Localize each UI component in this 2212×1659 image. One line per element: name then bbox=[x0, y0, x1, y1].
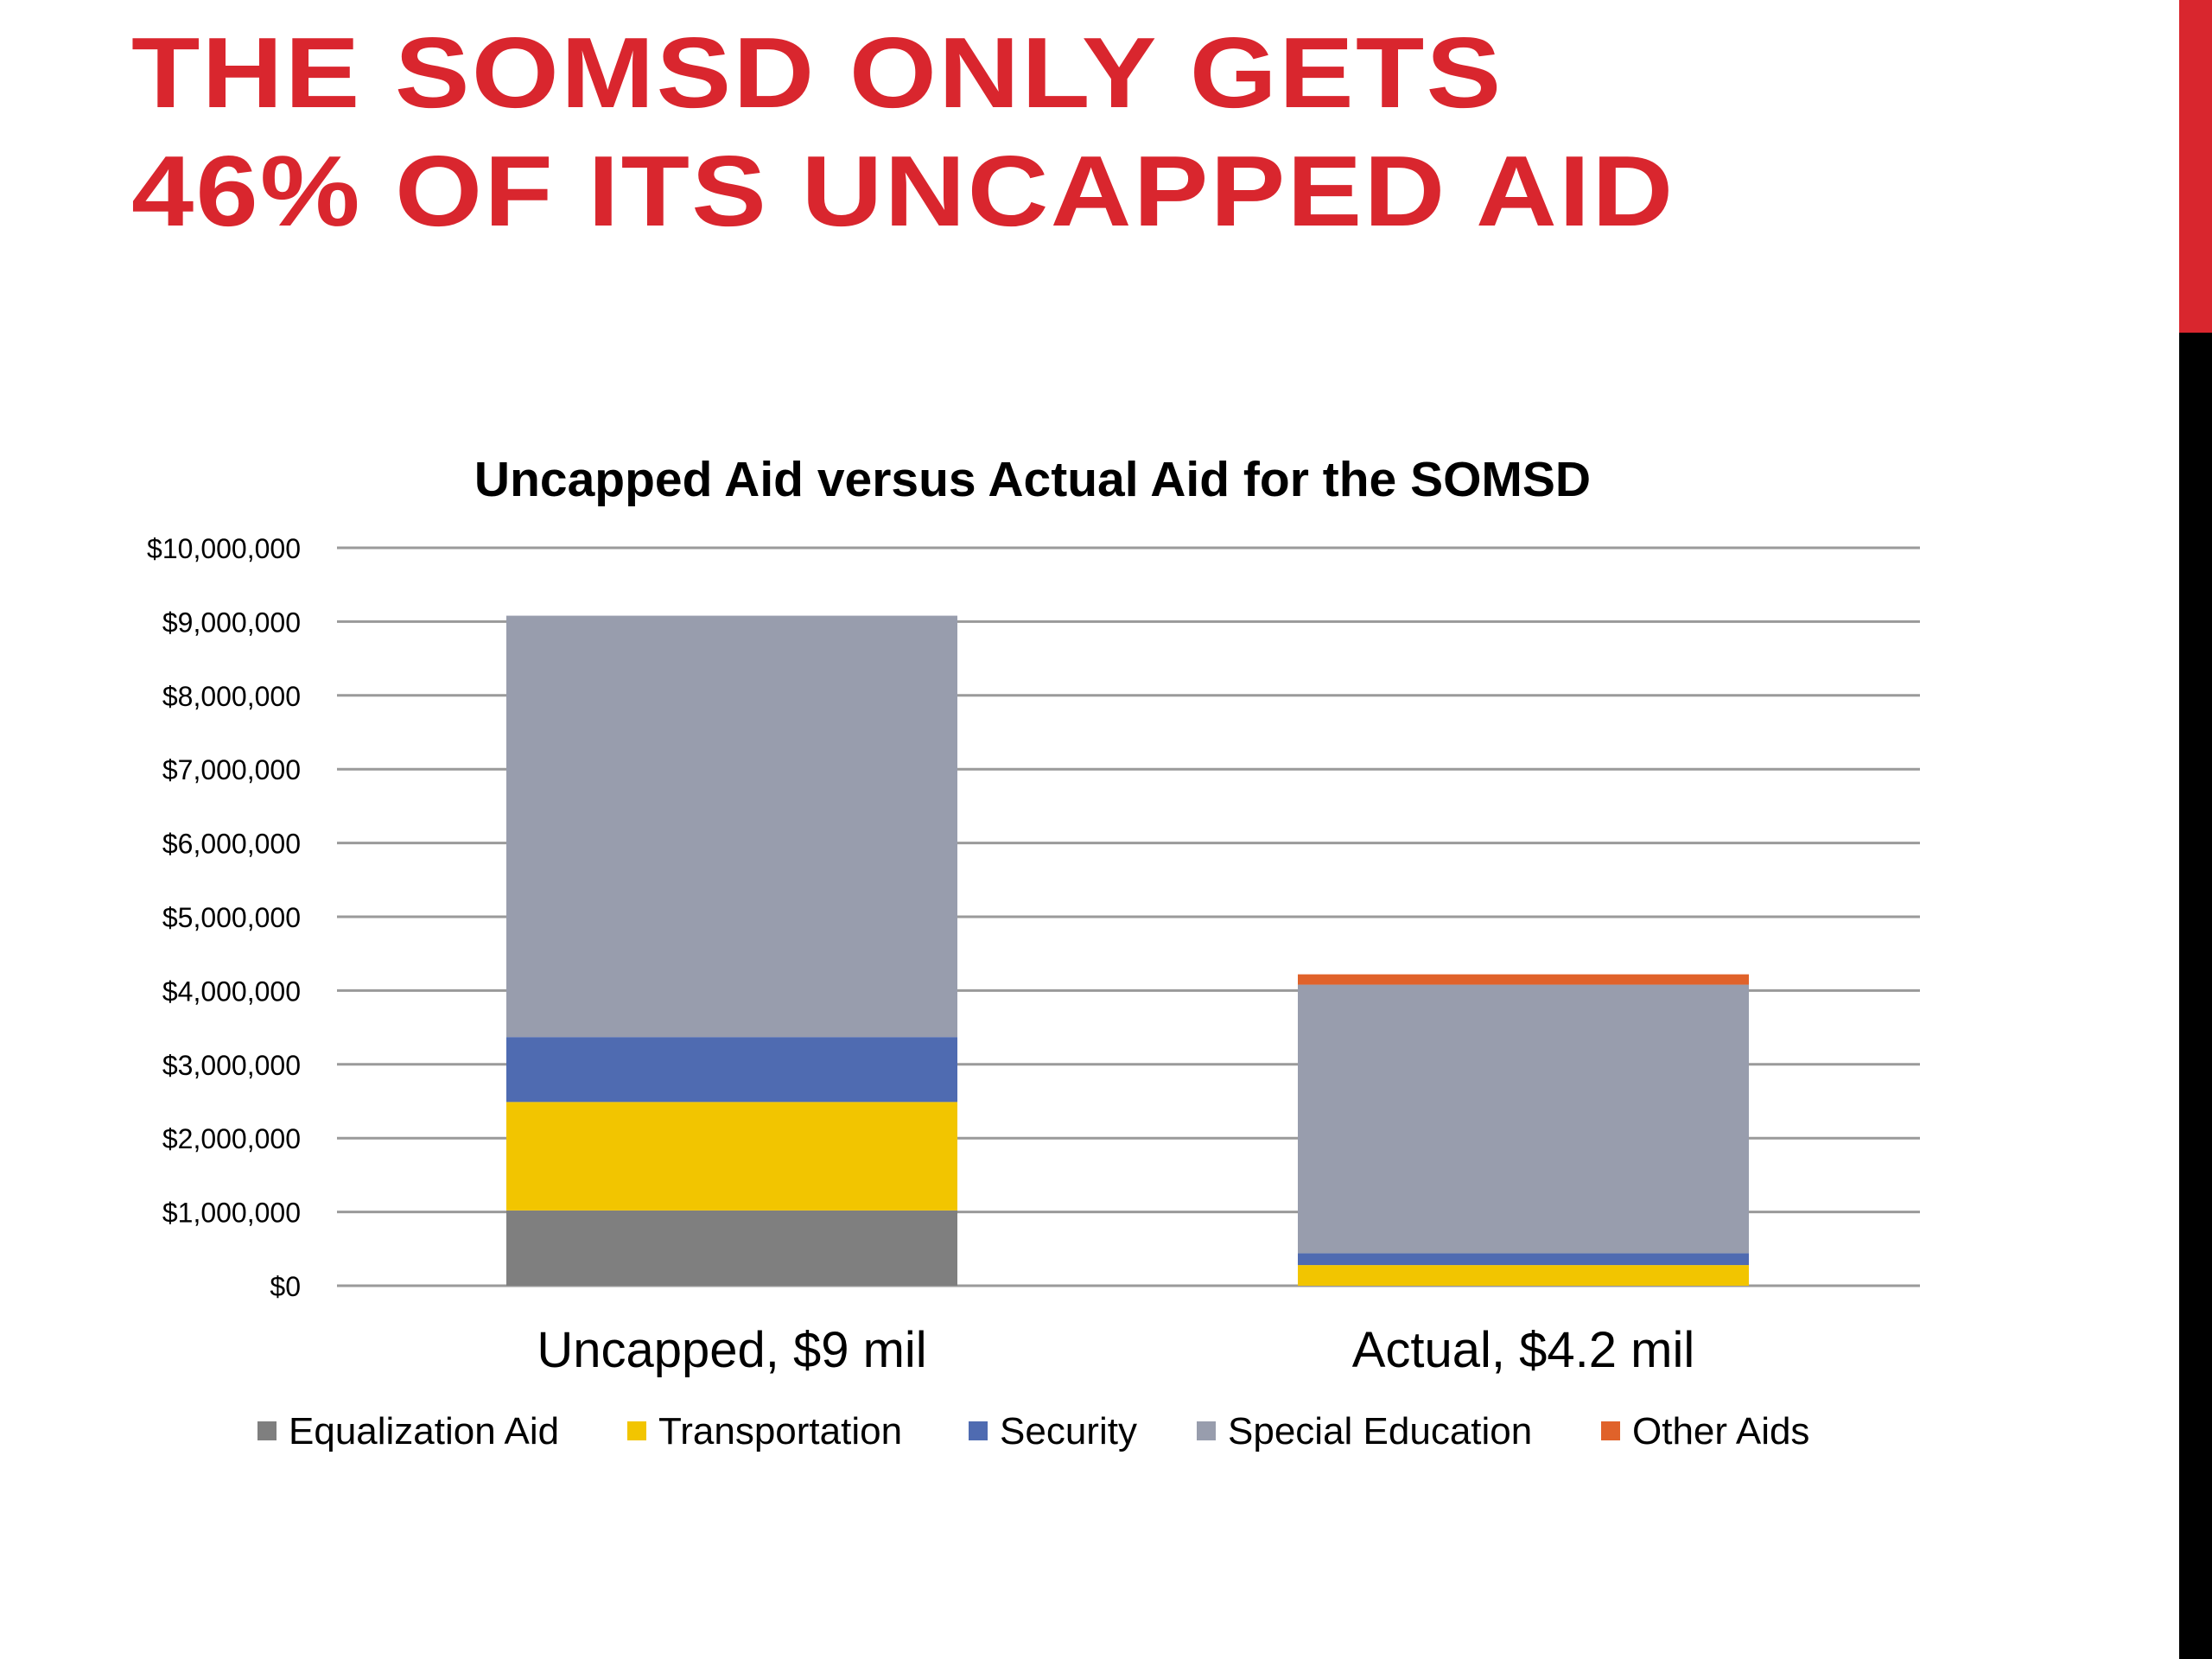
chart-title: Uncapped Aid versus Actual Aid for the S… bbox=[474, 452, 1591, 507]
legend: Equalization Aid Transportation Security Sp… bbox=[257, 1410, 1809, 1452]
bar-segment-0-3 bbox=[506, 615, 957, 1038]
y-tick-label-0: $0 bbox=[270, 1271, 301, 1302]
x-category-label-0: Uncapped, $9 mil bbox=[537, 1322, 926, 1378]
x-axis-category-labels: Uncapped, $9 mil Actual, $4.2 mil bbox=[537, 1322, 1694, 1378]
bar-stacks bbox=[506, 615, 1749, 1286]
accent-bar-red bbox=[2179, 0, 2212, 333]
bar-segment-0-0 bbox=[506, 1210, 957, 1286]
legend-swatch-1 bbox=[627, 1421, 646, 1440]
stacked-bar-chart: Uncapped Aid versus Actual Aid for the S… bbox=[147, 452, 1920, 1452]
legend-label-4: Other Aids bbox=[1632, 1410, 1809, 1452]
legend-swatch-2 bbox=[969, 1421, 988, 1440]
x-category-label-1: Actual, $4.2 mil bbox=[1352, 1322, 1695, 1378]
slide-title: THE SOMSD ONLY GETS 46% OF ITS UNCAPPED … bbox=[131, 16, 1675, 247]
bar-segment-0-2 bbox=[506, 1037, 957, 1103]
bar-segment-1-4 bbox=[1298, 974, 1749, 985]
y-tick-label-8: $8,000,000 bbox=[162, 681, 301, 712]
y-tick-label-5: $5,000,000 bbox=[162, 902, 301, 933]
bar-segment-1-2 bbox=[1298, 1253, 1749, 1266]
bar-segment-1-3 bbox=[1298, 984, 1749, 1254]
legend-label-3: Special Education bbox=[1228, 1410, 1532, 1452]
y-axis-tick-labels: $0 $1,000,000 $2,000,000 $3,000,000 $4,000,0… bbox=[147, 533, 301, 1302]
y-tick-label-1: $1,000,000 bbox=[162, 1198, 301, 1229]
accent-bar-black bbox=[2179, 333, 2212, 1659]
legend-label-1: Transportation bbox=[658, 1410, 902, 1452]
y-tick-label-2: $2,000,000 bbox=[162, 1123, 301, 1154]
bar-segment-0-1 bbox=[506, 1102, 957, 1211]
y-tick-label-4: $4,000,000 bbox=[162, 976, 301, 1007]
legend-swatch-0 bbox=[257, 1421, 276, 1440]
legend-swatch-3 bbox=[1197, 1421, 1216, 1440]
legend-label-0: Equalization Aid bbox=[289, 1410, 559, 1452]
bar-segment-1-1 bbox=[1298, 1265, 1749, 1286]
y-tick-label-9: $9,000,000 bbox=[162, 607, 301, 638]
legend-label-2: Security bbox=[1000, 1410, 1137, 1452]
legend-swatch-4 bbox=[1601, 1421, 1620, 1440]
y-tick-label-7: $7,000,000 bbox=[162, 754, 301, 785]
y-tick-label-3: $3,000,000 bbox=[162, 1050, 301, 1081]
y-tick-label-10: $10,000,000 bbox=[147, 533, 301, 564]
y-tick-label-6: $6,000,000 bbox=[162, 829, 301, 860]
